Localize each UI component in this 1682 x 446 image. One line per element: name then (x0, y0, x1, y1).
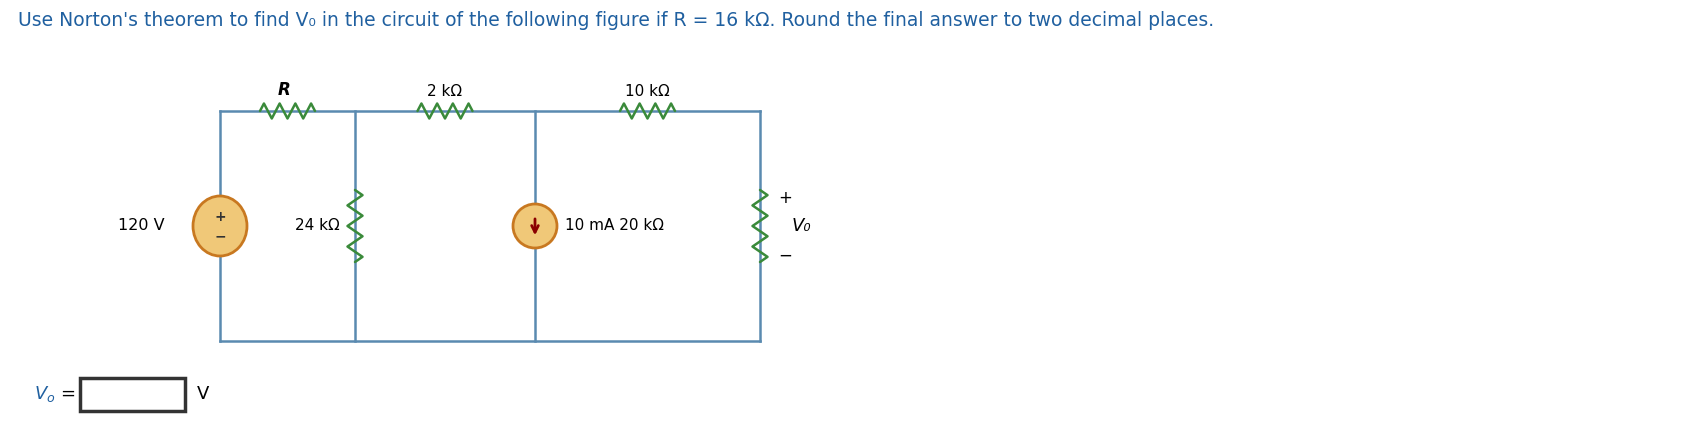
Text: V: V (197, 385, 209, 403)
Text: R: R (278, 81, 291, 99)
Text: 10 kΩ: 10 kΩ (626, 84, 669, 99)
Text: 120 V: 120 V (118, 219, 165, 234)
Text: −: − (779, 247, 792, 265)
Text: $V_o$: $V_o$ (34, 384, 56, 404)
Text: +: + (779, 189, 792, 207)
Ellipse shape (513, 204, 557, 248)
Text: 24 kΩ: 24 kΩ (296, 219, 340, 234)
Text: 10 mA 20 kΩ: 10 mA 20 kΩ (565, 219, 664, 234)
Text: Use Norton's theorem to find V₀ in the circuit of the following figure if R = 16: Use Norton's theorem to find V₀ in the c… (19, 11, 1214, 30)
Text: −: − (214, 229, 225, 243)
Ellipse shape (193, 196, 247, 256)
Text: 2 kΩ: 2 kΩ (427, 84, 463, 99)
Bar (81, 377, 185, 410)
Text: V₀: V₀ (792, 217, 812, 235)
Text: +: + (214, 210, 225, 224)
Text: =: = (61, 385, 76, 403)
